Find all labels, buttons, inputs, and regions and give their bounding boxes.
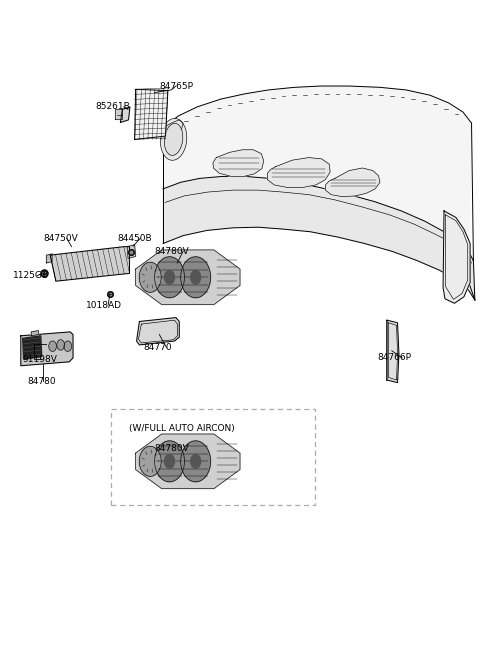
Text: 1018AD: 1018AD (86, 300, 122, 310)
Text: (W/FULL AUTO AIRCON): (W/FULL AUTO AIRCON) (129, 424, 234, 434)
Polygon shape (325, 168, 380, 197)
Text: 84770: 84770 (144, 343, 172, 352)
Circle shape (180, 256, 211, 298)
Text: 84750V: 84750V (43, 234, 78, 243)
Polygon shape (136, 434, 240, 489)
Ellipse shape (164, 123, 183, 155)
Text: 91198V: 91198V (23, 355, 58, 363)
Polygon shape (23, 336, 42, 359)
Polygon shape (136, 250, 240, 304)
Text: 84780: 84780 (27, 377, 56, 386)
Ellipse shape (160, 119, 187, 160)
Circle shape (139, 446, 161, 476)
Circle shape (155, 256, 184, 298)
Circle shape (165, 455, 175, 468)
Polygon shape (163, 120, 183, 138)
Circle shape (180, 441, 211, 482)
Text: 84765P: 84765P (159, 81, 193, 91)
Circle shape (49, 341, 56, 352)
Circle shape (191, 270, 201, 284)
Circle shape (191, 455, 201, 468)
Circle shape (139, 262, 161, 293)
Polygon shape (213, 150, 264, 176)
Text: 1125GB: 1125GB (13, 272, 49, 281)
Text: 84450B: 84450B (118, 234, 152, 243)
Text: 85261B: 85261B (96, 102, 130, 112)
Polygon shape (163, 176, 475, 300)
Polygon shape (135, 89, 168, 139)
Text: 84780V: 84780V (155, 444, 189, 453)
Circle shape (64, 341, 72, 352)
Polygon shape (31, 331, 38, 336)
Polygon shape (127, 245, 136, 258)
Text: 84766P: 84766P (378, 354, 411, 362)
Polygon shape (50, 247, 130, 281)
Polygon shape (267, 157, 330, 188)
Polygon shape (47, 254, 52, 263)
Polygon shape (21, 332, 73, 366)
Bar (111, 409, 315, 505)
Polygon shape (137, 318, 179, 345)
Polygon shape (443, 211, 470, 303)
Polygon shape (115, 110, 122, 119)
Polygon shape (163, 86, 471, 251)
Circle shape (155, 441, 184, 482)
Circle shape (57, 340, 64, 350)
Polygon shape (120, 107, 130, 123)
Text: 84780V: 84780V (155, 247, 189, 256)
Polygon shape (387, 320, 399, 382)
Circle shape (165, 270, 175, 284)
